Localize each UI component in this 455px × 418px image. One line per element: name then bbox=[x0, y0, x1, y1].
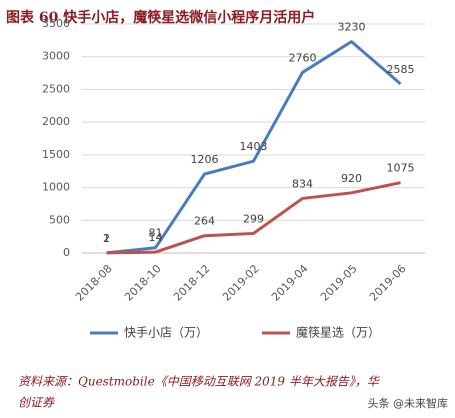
x-tick-label: 2018-08 bbox=[73, 262, 115, 304]
watermark: 头条 @未来智库 bbox=[368, 396, 449, 410]
x-tick-label: 2019-05 bbox=[318, 262, 360, 304]
chart-title: 图表 60 快手小店，魔筷星选微信小程序月活用户 bbox=[6, 9, 315, 26]
x-tick-label: 2019-06 bbox=[367, 262, 409, 304]
data-label: 81 bbox=[149, 227, 163, 240]
data-label: 299 bbox=[243, 212, 264, 225]
data-label: 2760 bbox=[289, 51, 317, 64]
data-label: 834 bbox=[292, 177, 313, 190]
data-label: 1075 bbox=[387, 162, 415, 175]
y-tick-label: 3000 bbox=[42, 50, 70, 63]
x-tick-label: 2018-12 bbox=[171, 262, 213, 304]
data-label: 14 bbox=[149, 231, 163, 244]
x-tick-label: 2019-04 bbox=[269, 262, 311, 304]
data-label: 920 bbox=[341, 172, 362, 185]
data-label: 264 bbox=[194, 215, 215, 228]
y-tick-label: 1000 bbox=[42, 181, 70, 194]
data-label: 2 bbox=[103, 232, 110, 245]
x-tick-label: 2018-10 bbox=[122, 262, 164, 304]
legend-label: 快手小店（万） bbox=[124, 326, 208, 340]
data-label: 1206 bbox=[191, 153, 219, 166]
data-label: 1 bbox=[103, 232, 110, 245]
y-tick-label: 2500 bbox=[42, 82, 70, 95]
x-tick-label: 2019-02 bbox=[220, 262, 262, 304]
series-line bbox=[106, 40, 402, 255]
data-label: 3230 bbox=[338, 21, 366, 34]
data-label: 1403 bbox=[240, 140, 268, 153]
y-tick-label: 1500 bbox=[42, 148, 70, 161]
legend-label: 魔筷星选（万） bbox=[296, 325, 380, 340]
y-tick-label: 2000 bbox=[42, 115, 70, 128]
y-tick-label: 3500 bbox=[42, 17, 70, 30]
source: 资料来源：Questmobile《中国移动互联网 2019 半年大报告》，华 bbox=[18, 375, 381, 389]
series-line bbox=[106, 181, 401, 255]
y-tick-label: 500 bbox=[49, 213, 70, 226]
y-tick-label: 0 bbox=[63, 246, 70, 259]
data-label: 2585 bbox=[387, 63, 415, 76]
source: 创证券 bbox=[18, 396, 55, 410]
